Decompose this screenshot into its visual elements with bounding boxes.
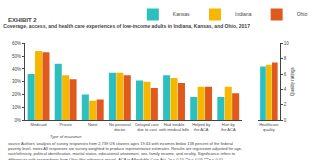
svg-text:40%: 40%	[12, 67, 21, 72]
svg-text:Ohio: Ohio	[297, 11, 308, 17]
svg-text:10: 10	[284, 41, 290, 46]
svg-text:Medicaid: Medicaid	[31, 122, 47, 127]
svg-text:No personaldoctor: No personaldoctor	[109, 122, 131, 132]
svg-text:Kansas: Kansas	[173, 11, 190, 17]
svg-text:10%: 10%	[12, 105, 21, 110]
svg-text:60%: 60%	[12, 41, 21, 46]
svg-text:Private: Private	[59, 122, 72, 127]
svg-text:8: 8	[284, 56, 287, 61]
svg-text:EXHIBIT 2: EXHIBIT 2	[8, 17, 37, 23]
svg-text:Helped bythe ACA: Helped bythe ACA	[192, 122, 210, 132]
svg-text:20%: 20%	[12, 92, 21, 97]
svg-text:Had troublewith medical bills: Had troublewith medical bills	[159, 122, 189, 132]
svg-text:0: 0	[284, 118, 287, 123]
svg-text:Hurt bythe ACA: Hurt bythe ACA	[221, 122, 236, 132]
svg-text:Indiana: Indiana	[235, 11, 252, 17]
svg-text:source Authors' analysis of su: source Authors' analysis of survey respo…	[8, 141, 242, 160]
svg-text:50%: 50%	[12, 54, 21, 59]
svg-text:Healthcarequality: Healthcarequality	[259, 122, 279, 132]
svg-text:Quality ratings: Quality ratings	[290, 67, 295, 97]
svg-text:None: None	[88, 122, 98, 127]
svg-text:Type of insurance: Type of insurance	[50, 134, 82, 139]
svg-text:6: 6	[284, 72, 287, 77]
svg-text:Delayed caredue to cost: Delayed caredue to cost	[135, 122, 159, 132]
svg-text:2: 2	[284, 102, 287, 107]
svg-text:Coverage, access, and health c: Coverage, access, and health care experi…	[3, 23, 250, 29]
svg-text:0%: 0%	[15, 118, 22, 123]
svg-text:30%: 30%	[12, 79, 21, 84]
svg-text:4: 4	[284, 87, 287, 92]
